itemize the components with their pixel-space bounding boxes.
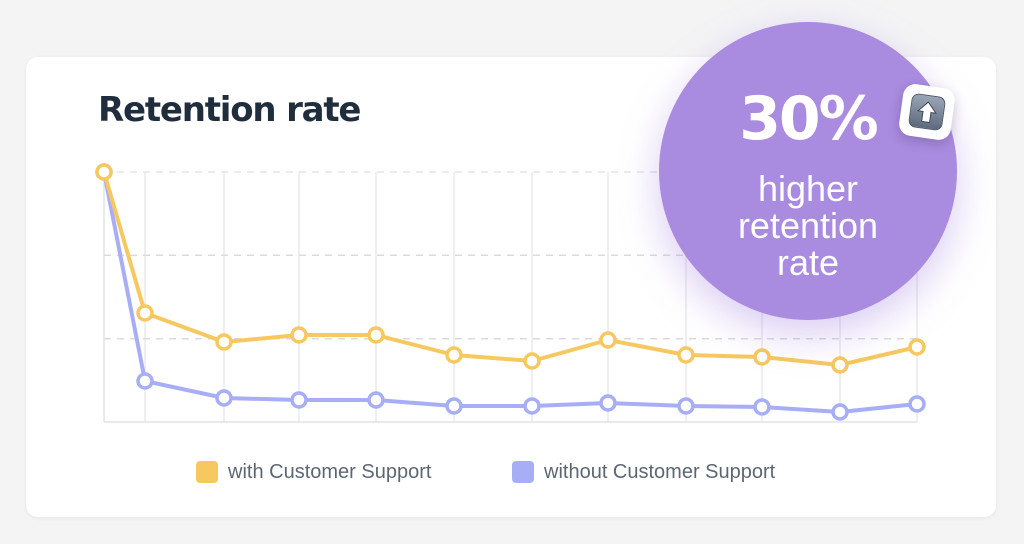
badge-caption: higher retention rate xyxy=(659,170,957,281)
data-point-with-support xyxy=(367,326,385,344)
data-point-with-support xyxy=(290,326,308,344)
data-point-with-support xyxy=(523,352,541,370)
data-point-without-support xyxy=(445,397,463,415)
chart-title: Retention rate xyxy=(98,90,361,130)
data-point-with-support xyxy=(136,304,154,322)
data-point-without-support xyxy=(599,394,617,412)
data-point-with-support xyxy=(753,348,771,366)
legend-item-with-support: with Customer Support xyxy=(196,459,431,485)
data-point-without-support xyxy=(753,398,771,416)
data-point-with-support xyxy=(599,331,617,349)
series-line-without-support xyxy=(102,170,919,414)
data-point-with-support xyxy=(831,356,849,374)
data-point-without-support xyxy=(290,391,308,409)
badge-percent: 30% xyxy=(739,84,879,154)
data-point-without-support xyxy=(136,372,154,390)
legend-label-without-support: without Customer Support xyxy=(544,460,776,483)
badge-caption-line: rate xyxy=(776,242,840,283)
badge-caption-line: higher xyxy=(757,168,859,209)
data-point-with-support xyxy=(215,333,233,351)
data-point-with-support xyxy=(445,346,463,364)
legend-swatch-without-support xyxy=(512,461,534,483)
retention-highlight-badge: 30% higher retention rate xyxy=(659,22,957,320)
data-point-with-support xyxy=(677,346,695,364)
legend-label-with-support: with Customer Support xyxy=(228,460,432,483)
legend-item-without-support: without Customer Support xyxy=(512,459,775,485)
series-line-with-support xyxy=(102,170,919,367)
legend-swatch-with-support xyxy=(196,461,218,483)
up-arrow-icon-tile xyxy=(897,82,957,142)
data-point-with-support xyxy=(95,163,113,181)
badge-caption-line: retention xyxy=(737,205,879,246)
up-arrow-icon xyxy=(907,92,947,132)
data-point-with-support xyxy=(908,338,926,356)
data-point-without-support xyxy=(523,397,541,415)
data-point-without-support xyxy=(908,395,926,413)
data-point-without-support xyxy=(831,403,849,421)
chart-series xyxy=(95,163,926,421)
data-point-without-support xyxy=(677,397,695,415)
data-point-without-support xyxy=(367,391,385,409)
data-point-without-support xyxy=(215,389,233,407)
